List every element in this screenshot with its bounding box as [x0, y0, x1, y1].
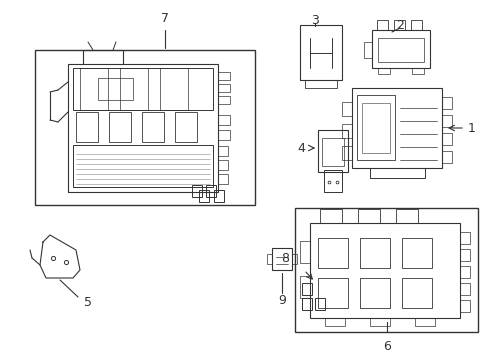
Bar: [299, 25, 341, 80]
Bar: [299, 276, 309, 298]
Bar: [109, 112, 131, 142]
Text: 7: 7: [161, 12, 169, 25]
Bar: [359, 278, 389, 308]
Bar: [142, 112, 163, 142]
Bar: [218, 160, 227, 170]
Bar: [80, 68, 108, 110]
Bar: [175, 112, 197, 142]
Bar: [214, 190, 224, 202]
Bar: [459, 283, 469, 295]
Bar: [363, 42, 371, 58]
Text: 3: 3: [310, 14, 318, 27]
Bar: [351, 88, 441, 168]
Bar: [218, 84, 229, 92]
Bar: [317, 278, 347, 308]
Bar: [218, 96, 229, 104]
Bar: [35, 50, 254, 205]
Bar: [393, 20, 404, 30]
Bar: [76, 112, 98, 142]
Bar: [459, 266, 469, 278]
Bar: [401, 238, 431, 268]
Bar: [199, 190, 208, 202]
Text: 1: 1: [467, 122, 475, 135]
Bar: [414, 318, 434, 326]
Bar: [305, 80, 336, 88]
Text: 8: 8: [281, 252, 288, 265]
Bar: [205, 185, 216, 197]
Bar: [441, 97, 451, 109]
Bar: [218, 174, 227, 184]
Bar: [309, 223, 459, 318]
Bar: [324, 170, 341, 192]
Bar: [341, 102, 351, 116]
Bar: [291, 254, 296, 264]
Bar: [371, 30, 429, 68]
Bar: [359, 238, 389, 268]
Bar: [294, 208, 477, 332]
Bar: [317, 238, 347, 268]
Bar: [401, 278, 431, 308]
Bar: [319, 209, 341, 223]
Bar: [459, 232, 469, 244]
Bar: [73, 68, 213, 110]
Bar: [192, 185, 202, 197]
Bar: [98, 78, 133, 100]
Bar: [441, 115, 451, 127]
Bar: [218, 72, 229, 80]
Text: 9: 9: [278, 293, 285, 306]
Bar: [377, 68, 389, 74]
Bar: [341, 146, 351, 160]
Bar: [218, 146, 227, 156]
Bar: [395, 209, 417, 223]
Bar: [160, 68, 187, 110]
Bar: [321, 138, 343, 166]
Bar: [120, 68, 148, 110]
Bar: [325, 318, 345, 326]
Bar: [441, 133, 451, 145]
Bar: [302, 298, 311, 310]
Bar: [369, 168, 424, 178]
Bar: [361, 103, 389, 153]
Bar: [377, 38, 423, 62]
Bar: [266, 254, 271, 264]
Bar: [356, 95, 394, 160]
Bar: [68, 64, 218, 192]
Text: 6: 6: [382, 340, 390, 353]
Text: 4: 4: [297, 141, 305, 154]
Bar: [410, 20, 421, 30]
Bar: [459, 300, 469, 312]
Bar: [376, 20, 387, 30]
Text: 2: 2: [395, 18, 403, 32]
Text: 5: 5: [84, 296, 92, 309]
Bar: [369, 318, 389, 326]
Bar: [317, 130, 347, 172]
Bar: [441, 151, 451, 163]
Bar: [341, 124, 351, 138]
Bar: [411, 68, 423, 74]
Bar: [73, 145, 213, 187]
Bar: [299, 241, 309, 263]
Bar: [218, 115, 229, 125]
Bar: [271, 248, 291, 270]
Bar: [314, 298, 325, 310]
Bar: [218, 130, 229, 140]
Bar: [302, 283, 311, 295]
Bar: [357, 209, 379, 223]
Bar: [459, 249, 469, 261]
